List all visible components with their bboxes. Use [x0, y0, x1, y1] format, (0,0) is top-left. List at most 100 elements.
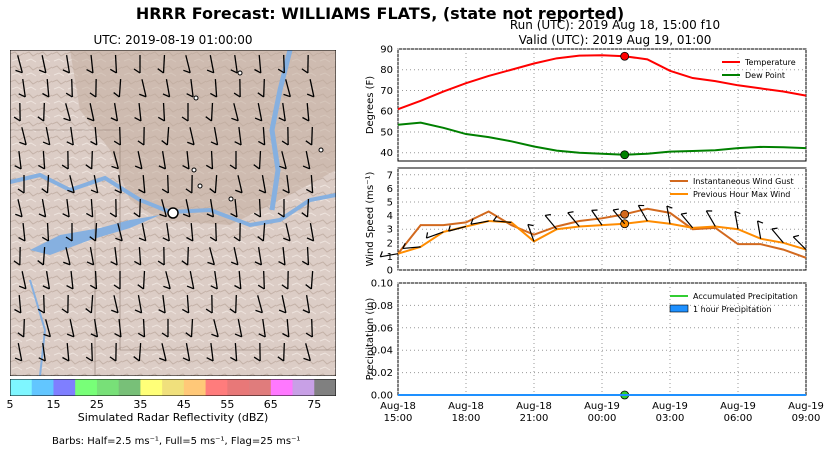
wind-barb: [301, 198, 310, 218]
y-tick-label: 0.04: [371, 346, 393, 357]
wind-barb: [186, 222, 194, 242]
x-tick-label: 15:00: [384, 413, 413, 424]
wind-barb: [62, 55, 71, 74]
colorbar-swatch: [292, 379, 315, 396]
wind-barb: [86, 198, 94, 218]
wind-barb: [89, 222, 98, 242]
colorbar-tick-label: 15: [46, 398, 61, 411]
wind-barb: [61, 294, 69, 314]
y-tick-label: 3: [387, 225, 393, 236]
wind-barb: [206, 342, 214, 362]
wind-barb: [210, 270, 218, 290]
wind-barb: [206, 55, 215, 74]
wind-barb: [281, 126, 289, 146]
wind-barb: [182, 294, 190, 314]
wind-barb: [137, 270, 146, 290]
wind-barb: [278, 102, 286, 122]
radar-map: [10, 50, 336, 376]
y-axis-label: Wind Speed (ms⁻¹): [365, 171, 376, 266]
legend-swatch: [669, 304, 689, 313]
y-tick-label: 90: [380, 45, 393, 56]
wind-barb: [113, 78, 122, 98]
wind-barb: [14, 150, 22, 170]
wind-barb: [109, 342, 117, 362]
wind-barb: [159, 343, 167, 362]
y-tick-label: 7: [387, 170, 393, 181]
wind-barb: [282, 318, 290, 338]
y-tick-label: 2: [387, 238, 393, 249]
wind-barb: [792, 234, 807, 251]
wind-barb: [18, 271, 27, 290]
wind-barb: [13, 102, 21, 122]
colorbar-title: Simulated Radar Reflectivity (dBZ): [77, 411, 269, 424]
wind-barb: [17, 175, 25, 194]
wind-barb: [591, 209, 603, 226]
colorbar-tick-label: 75: [307, 398, 322, 411]
wind-barb: [305, 270, 314, 290]
colorbar-swatch: [183, 379, 207, 396]
wind-barb: [666, 205, 673, 224]
wind-barb: [110, 246, 118, 266]
wind-barb: [113, 126, 121, 146]
wind-barb: [90, 319, 99, 338]
wind-barb: [229, 294, 237, 314]
wind-barb: [38, 150, 46, 170]
colorbar-tick-label: 25: [89, 398, 104, 411]
wind-barb: [162, 79, 171, 98]
wind-barb: [133, 198, 141, 218]
wind-barbs: [13, 54, 315, 362]
wind-barb: [17, 318, 25, 338]
y-tick-label: 0.06: [371, 323, 393, 334]
y-tick-label: 6: [387, 184, 393, 195]
y-tick-label: 4: [387, 211, 393, 222]
wind-barb: [306, 79, 315, 98]
wind-barb: [279, 151, 287, 170]
legend-label: Temperature: [744, 58, 796, 67]
site-marker: [167, 207, 179, 219]
wind-barb: [161, 126, 170, 146]
wind-barb: [134, 295, 143, 314]
wind-barb: [612, 208, 626, 225]
wind-barb: [90, 126, 98, 146]
river-north: [269, 50, 293, 211]
wind-barb: [205, 294, 213, 314]
wind-barb: [448, 225, 467, 232]
wind-barb: [278, 246, 286, 266]
legend-label: Accumulated Precipitation: [693, 292, 798, 301]
wind-barb: [61, 150, 69, 170]
wind-barb: [15, 55, 23, 74]
wind-barb: [254, 247, 263, 266]
wind-barb: [705, 210, 716, 227]
colorbar-swatch: [75, 379, 98, 396]
current-point: [620, 209, 630, 219]
wind-barb: [15, 199, 23, 218]
wind-barb: [301, 246, 310, 266]
wind-barb: [544, 213, 558, 230]
x-tick-label: Aug-19: [584, 401, 620, 412]
legend-label: Previous Hour Max Wind: [693, 190, 790, 199]
wind-barb: [185, 174, 193, 194]
wind-barb: [161, 319, 169, 338]
colorbar-tick-label: 65: [263, 398, 278, 411]
wind-barb: [231, 103, 239, 122]
wind-barb: [301, 54, 309, 74]
colorbar-swatch: [10, 379, 33, 396]
legend-label: Dew Point: [745, 71, 785, 80]
wind-barb: [258, 175, 267, 194]
wind-barb: [18, 222, 26, 242]
wind-barb: [161, 174, 169, 194]
y-axis-label: Degrees (F): [365, 76, 376, 134]
wind-barb: [254, 54, 262, 74]
wind-barb: [207, 247, 215, 266]
colorbar-swatch: [270, 379, 294, 396]
wind-barb: [63, 103, 71, 122]
wind-barb: [85, 294, 94, 314]
wind-barb: [159, 199, 167, 218]
legend-label: 1 hour Precipitation: [693, 305, 772, 314]
wind-barb: [277, 54, 285, 74]
wind-barb: [181, 246, 189, 266]
wind-barb: [14, 343, 23, 362]
wind-barb: [302, 295, 311, 314]
wind-barb: [115, 223, 123, 242]
